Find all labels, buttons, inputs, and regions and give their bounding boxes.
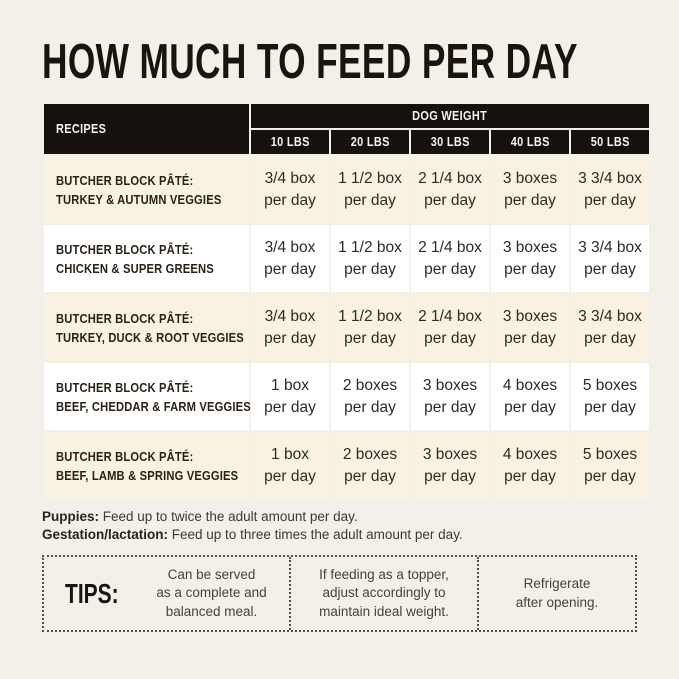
recipe-name: BUTCHER BLOCK PÂTÉ: BEEF, LAMB & SPRING … <box>56 447 239 485</box>
dog-weight-header-label: DOG WEIGHT <box>412 108 488 123</box>
recipe-line-2: BEEF, CHEDDAR & FARM VEGGIES <box>56 398 251 414</box>
amount-cell: 2 boxes per day <box>331 432 409 499</box>
tip-complete-meal: Can be served as a complete and balanced… <box>156 566 267 619</box>
amount-cell: 3 boxes per day <box>491 294 569 361</box>
table-row: BUTCHER BLOCK PÂTÉ: BEEF, LAMB & SPRING … <box>44 432 650 499</box>
amount-cell: 2 boxes per day <box>331 363 409 430</box>
amount-cell: 3/4 box per day <box>251 225 329 292</box>
amount-cell: 1 1/2 box per day <box>331 225 409 292</box>
amount-cell: 1 box per day <box>251 432 329 499</box>
page-title: HOW MUCH TO FEED PER DAY <box>42 35 578 89</box>
tips-label-section: TIPS: <box>44 557 134 630</box>
gestation-note-label: Gestation/lactation: <box>42 526 169 542</box>
gestation-note: Gestation/lactation: Feed up to three ti… <box>42 526 637 544</box>
amount-cell: 5 boxes per day <box>571 432 650 499</box>
amount-cell: 3 boxes per day <box>411 432 489 499</box>
amount-cell: 2 1/4 box per day <box>411 294 489 361</box>
recipe-line-1: BUTCHER BLOCK PÂTÉ: <box>56 448 194 464</box>
puppies-note: Puppies: Feed up to twice the adult amou… <box>42 508 637 526</box>
amount-cell: 1 1/2 box per day <box>331 294 409 361</box>
tip-topper: If feeding as a topper, adjust according… <box>289 557 477 630</box>
recipes-column-header: RECIPES <box>44 104 249 154</box>
recipe-line-1: BUTCHER BLOCK PÂTÉ: <box>56 379 194 395</box>
tips-label: TIPS: <box>65 577 119 609</box>
tips-box: TIPS: Can be served as a complete and ba… <box>42 555 637 632</box>
recipes-header-label: RECIPES <box>56 121 107 136</box>
amount-cell: 4 boxes per day <box>491 432 569 499</box>
weight-column-header-10lbs: 10 LBS <box>251 130 329 154</box>
recipe-line-1: BUTCHER BLOCK PÂTÉ: <box>56 310 194 326</box>
amount-cell: 4 boxes per day <box>491 363 569 430</box>
recipe-line-2: TURKEY, DUCK & ROOT VEGGIES <box>56 329 244 345</box>
recipe-cell: BUTCHER BLOCK PÂTÉ: TURKEY & AUTUMN VEGG… <box>44 156 249 223</box>
amount-cell: 3 boxes per day <box>491 225 569 292</box>
puppies-note-text: Feed up to twice the adult amount per da… <box>99 509 358 524</box>
weight-column-header-50lbs: 50 LBS <box>571 130 650 154</box>
weight-column-header-20lbs: 20 LBS <box>331 130 409 154</box>
tip-refrigerate: Refrigerate after opening. <box>477 557 635 630</box>
puppies-note-label: Puppies: <box>42 509 100 524</box>
recipe-cell: BUTCHER BLOCK PÂTÉ: TURKEY, DUCK & ROOT … <box>44 294 249 361</box>
amount-cell: 3 3/4 box per day <box>571 294 650 361</box>
recipe-name: BUTCHER BLOCK PÂTÉ: CHICKEN & SUPER GREE… <box>56 240 222 278</box>
amount-cell: 1 box per day <box>251 363 329 430</box>
recipe-line-2: CHICKEN & SUPER GREENS <box>56 260 214 276</box>
table-row: BUTCHER BLOCK PÂTÉ: TURKEY & AUTUMN VEGG… <box>44 156 650 223</box>
recipe-name: BUTCHER BLOCK PÂTÉ: BEEF, CHEDDAR & FARM… <box>56 378 251 416</box>
table-row: BUTCHER BLOCK PÂTÉ: TURKEY, DUCK & ROOT … <box>44 294 650 361</box>
feeding-table: RECIPES DOG WEIGHT 10 LBS 20 LBS 30 LBS … <box>42 102 651 501</box>
amount-cell: 2 1/4 box per day <box>411 156 489 223</box>
amount-cell: 3 boxes per day <box>491 156 569 223</box>
amount-cell: 3/4 box per day <box>251 294 329 361</box>
weight-column-header-40lbs: 40 LBS <box>491 130 569 154</box>
recipe-cell: BUTCHER BLOCK PÂTÉ: BEEF, LAMB & SPRING … <box>44 432 249 499</box>
amount-cell: 2 1/4 box per day <box>411 225 489 292</box>
amount-cell: 3 3/4 box per day <box>571 225 650 292</box>
weight-column-header-30lbs: 30 LBS <box>411 130 489 154</box>
table-row: BUTCHER BLOCK PÂTÉ: CHICKEN & SUPER GREE… <box>44 225 650 292</box>
recipe-name: BUTCHER BLOCK PÂTÉ: TURKEY & AUTUMN VEGG… <box>56 171 222 209</box>
recipe-cell: BUTCHER BLOCK PÂTÉ: CHICKEN & SUPER GREE… <box>44 225 249 292</box>
amount-cell: 3/4 box per day <box>251 156 329 223</box>
amount-cell: 1 1/2 box per day <box>331 156 409 223</box>
table-header: RECIPES DOG WEIGHT 10 LBS 20 LBS 30 LBS … <box>44 104 650 154</box>
recipe-line-1: BUTCHER BLOCK PÂTÉ: <box>56 241 194 257</box>
recipe-name: BUTCHER BLOCK PÂTÉ: TURKEY, DUCK & ROOT … <box>56 309 244 347</box>
amount-cell: 3 3/4 box per day <box>571 156 650 223</box>
dog-weight-group-header: DOG WEIGHT <box>251 104 650 128</box>
recipe-line-2: BEEF, LAMB & SPRING VEGGIES <box>56 467 239 483</box>
recipe-cell: BUTCHER BLOCK PÂTÉ: BEEF, CHEDDAR & FARM… <box>44 363 251 430</box>
recipe-line-2: TURKEY & AUTUMN VEGGIES <box>56 191 222 207</box>
recipe-line-1: BUTCHER BLOCK PÂTÉ: <box>56 172 194 188</box>
footnotes: Puppies: Feed up to twice the adult amou… <box>42 508 637 543</box>
amount-cell: 3 boxes per day <box>411 363 489 430</box>
table-row: BUTCHER BLOCK PÂTÉ: BEEF, CHEDDAR & FARM… <box>44 363 650 430</box>
amount-cell: 5 boxes per day <box>571 363 650 430</box>
gestation-note-text: Feed up to three times the adult amount … <box>168 526 463 542</box>
